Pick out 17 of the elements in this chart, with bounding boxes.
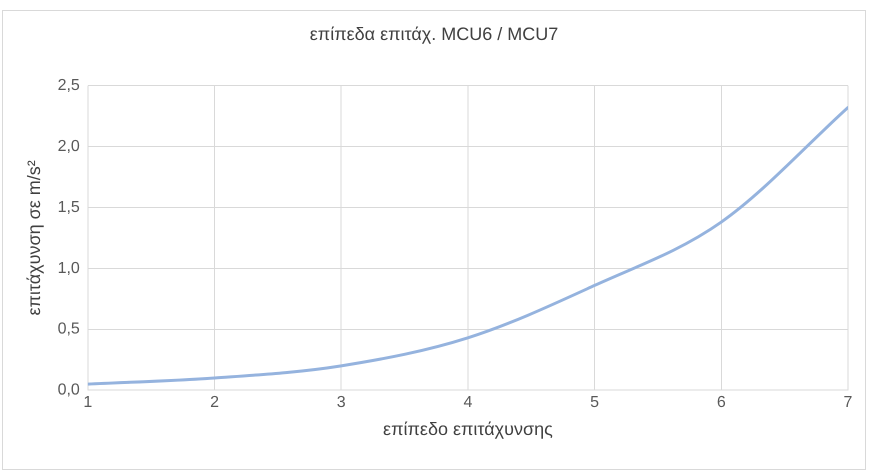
x-axis-title: επίπεδο επιτάχυνσης	[383, 419, 554, 440]
x-tick-label: 4	[463, 394, 472, 412]
x-tick-label: 7	[844, 394, 853, 412]
x-tick-label: 3	[336, 394, 346, 412]
y-axis-title: επιτάχυνση σε m/s²	[24, 160, 44, 316]
y-tick-label: 1,0	[58, 260, 80, 277]
line-series	[88, 106, 848, 386]
y-tick-label: 2,5	[58, 77, 80, 94]
x-tick-label: 2	[210, 394, 220, 412]
x-tick-label: 6	[716, 394, 726, 412]
y-tick-label: 0,5	[58, 320, 80, 338]
y-tick-label: 2,0	[58, 138, 80, 155]
x-tick-label: 1	[83, 394, 92, 412]
y-tick-label: 1,5	[58, 198, 80, 216]
chart-title: επίπεδα επιτάχ. MCU6 / MCU7	[310, 24, 558, 44]
y-tick-label: 0,0	[58, 382, 80, 399]
x-tick-label: 5	[590, 394, 600, 412]
